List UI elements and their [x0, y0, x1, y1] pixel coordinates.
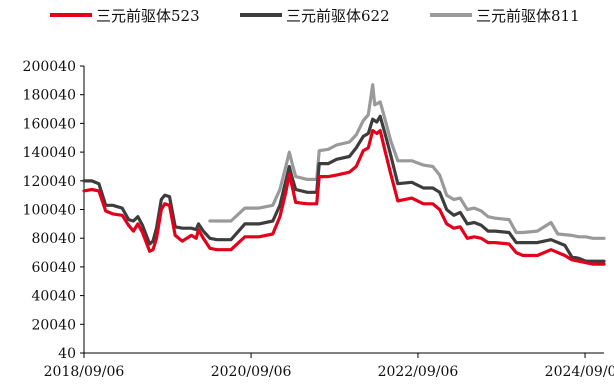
legend-item-622: 三元前驱体622	[240, 4, 390, 26]
x-tick-label: 2024/09/06	[545, 364, 614, 380]
y-tick-label: 80040	[31, 231, 76, 247]
legend-swatch-811	[430, 13, 472, 17]
legend-label-622: 三元前驱体622	[286, 6, 390, 25]
x-tick-label: 2018/09/06	[44, 364, 125, 380]
legend-swatch-523	[50, 13, 92, 17]
legend-label-523: 三元前驱体523	[96, 6, 200, 25]
series-line-622	[82, 114, 606, 263]
legend-swatch-622	[240, 13, 282, 17]
y-tick-label: 40040	[31, 289, 76, 305]
y-tick-label: 20040	[31, 317, 76, 333]
series-line-811	[208, 83, 606, 240]
x-tick-label: 2022/09/06	[378, 364, 459, 380]
y-tick-label: 180040	[23, 88, 76, 104]
x-tick-label: 2020/09/06	[211, 364, 292, 380]
y-tick-label: 100040	[23, 203, 76, 219]
series-line-523	[82, 129, 606, 266]
legend-item-811: 三元前驱体811	[430, 4, 580, 26]
series-layer	[82, 83, 606, 266]
legend-item-523: 三元前驱体523	[50, 4, 200, 26]
chart-legend: 三元前驱体523 三元前驱体622 三元前驱体811	[0, 4, 614, 28]
y-tick-label: 200040	[23, 59, 76, 75]
y-tick-label: 60040	[31, 260, 76, 276]
legend-label-811: 三元前驱体811	[476, 6, 580, 25]
y-tick-label: 40	[58, 346, 76, 362]
y-tick-label: 140040	[23, 145, 76, 161]
y-tick-label: 160040	[23, 116, 76, 132]
chart-axes: 200040 180040 160040 140040 120040 100040 8004…	[23, 59, 614, 380]
y-tick-label: 120040	[23, 174, 76, 190]
